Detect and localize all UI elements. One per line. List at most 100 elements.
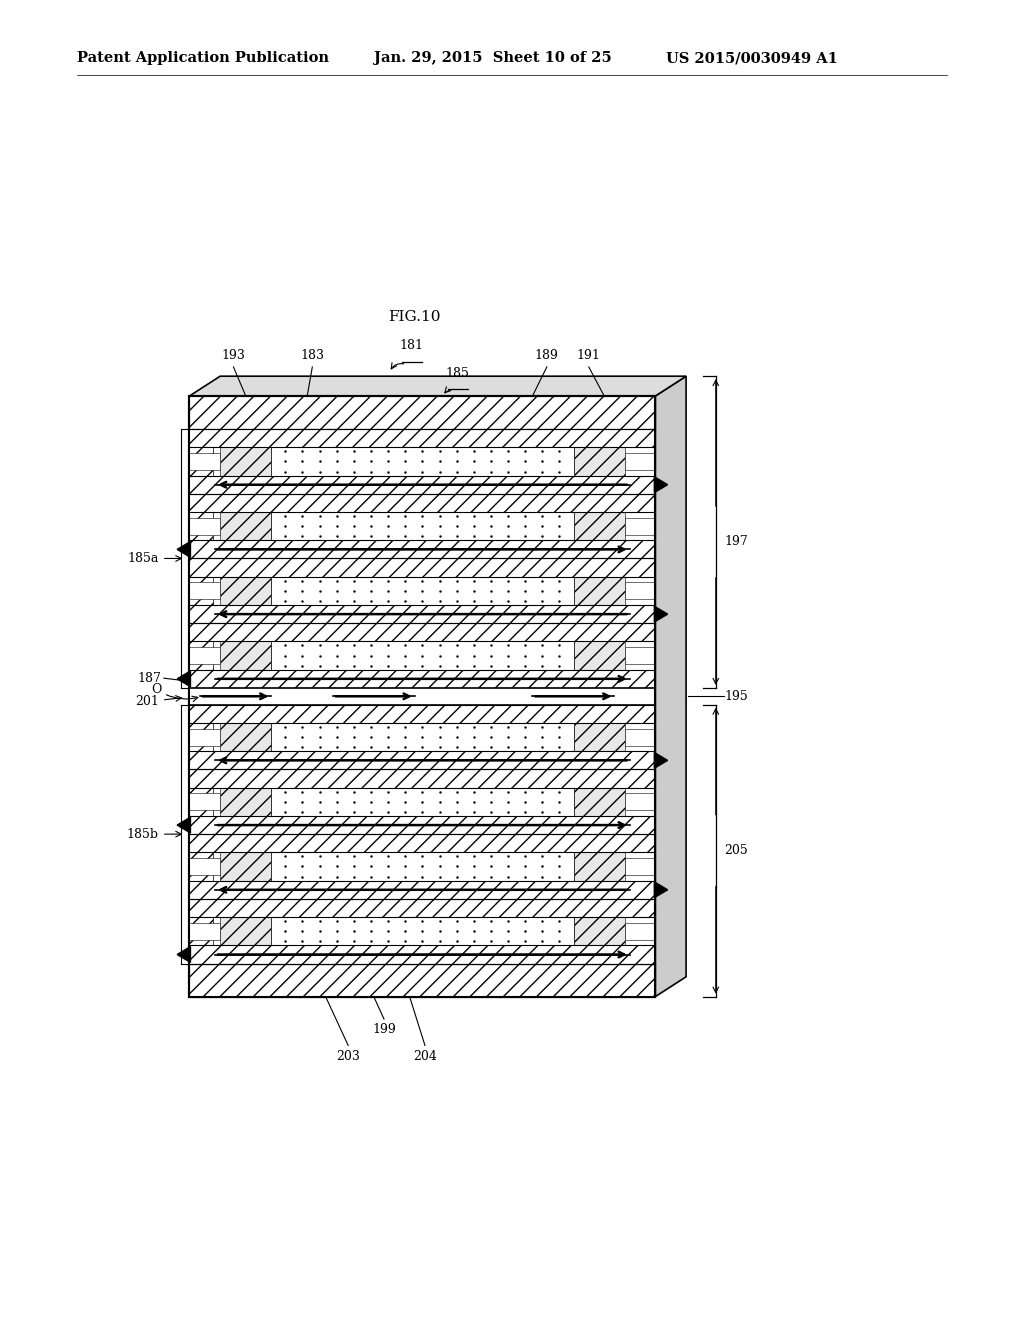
Bar [189,396,655,429]
Bar [573,853,625,880]
Bar [189,853,655,880]
Bar [220,577,271,605]
Bar [573,642,625,669]
Polygon shape [654,606,668,622]
Bar [189,723,213,751]
Text: US 2015/0030949 A1: US 2015/0030949 A1 [666,51,838,65]
Polygon shape [177,671,190,686]
Bar [189,751,655,770]
Polygon shape [654,477,668,492]
Bar [189,917,655,945]
Bar [189,834,655,853]
Bar [189,858,220,875]
Text: 185a: 185a [127,552,159,565]
Bar [271,853,573,880]
Bar [271,788,573,816]
Bar [189,688,655,705]
Bar [625,923,655,940]
Text: 205: 205 [724,845,748,857]
Bar [625,729,655,746]
Bar [573,788,625,816]
Bar [189,788,655,816]
Text: 191: 191 [577,348,601,362]
Bar [573,512,625,540]
Bar [189,494,655,512]
Bar [220,853,271,880]
Text: 199: 199 [372,1023,396,1036]
Bar [189,447,655,475]
Bar [189,642,213,669]
Bar [189,923,220,940]
Bar [189,540,655,558]
Bar [189,558,655,577]
Text: 185b: 185b [127,828,159,841]
Bar [189,945,655,964]
Bar [189,723,655,751]
Bar [271,577,573,605]
Polygon shape [654,752,668,768]
Bar [220,723,271,751]
Text: Jan. 29, 2015  Sheet 10 of 25: Jan. 29, 2015 Sheet 10 of 25 [374,51,611,65]
Bar [573,577,625,605]
Text: 197: 197 [724,536,748,548]
Polygon shape [177,946,190,962]
Polygon shape [177,817,190,833]
Bar [189,788,213,816]
Polygon shape [189,376,686,396]
Bar [189,517,220,535]
Bar [189,770,655,788]
Bar [189,669,655,688]
Text: 187: 187 [138,672,162,685]
Text: 195: 195 [724,690,748,702]
Text: 203: 203 [336,1049,360,1063]
Polygon shape [177,541,190,557]
Bar [189,582,220,599]
Bar [189,816,655,834]
Bar [189,577,655,605]
Bar [189,447,213,475]
Bar [189,705,655,723]
Bar [625,858,655,875]
Text: 189: 189 [535,348,559,362]
Bar [271,642,573,669]
Text: FIG.10: FIG.10 [388,310,441,323]
Polygon shape [655,376,686,997]
Bar [189,512,655,540]
Bar [220,788,271,816]
Bar [220,447,271,475]
Bar [189,429,655,447]
Bar [625,582,655,599]
Bar [189,453,220,470]
Bar [220,917,271,945]
Bar [573,723,625,751]
Bar [271,512,573,540]
Bar [271,447,573,475]
Bar [189,642,655,669]
Bar [271,917,573,945]
Polygon shape [654,882,668,898]
Text: 183: 183 [300,348,325,362]
Bar [189,899,655,917]
Bar [573,917,625,945]
Bar [573,447,625,475]
Bar [189,917,213,945]
Bar [189,577,213,605]
Text: 193: 193 [221,348,246,362]
Bar [189,729,220,746]
Bar [271,723,573,751]
Bar [189,880,655,899]
Text: 185: 185 [445,367,470,380]
Bar [625,647,655,664]
Bar [189,853,213,880]
Bar [189,964,655,997]
Text: 201: 201 [135,694,159,708]
Text: 204: 204 [413,1049,437,1063]
Text: 181: 181 [399,339,424,352]
Bar [189,396,655,997]
Bar [220,512,271,540]
Bar [189,647,220,664]
Bar [189,475,655,494]
Text: O: O [152,684,162,696]
Bar [189,605,655,623]
Bar [625,453,655,470]
